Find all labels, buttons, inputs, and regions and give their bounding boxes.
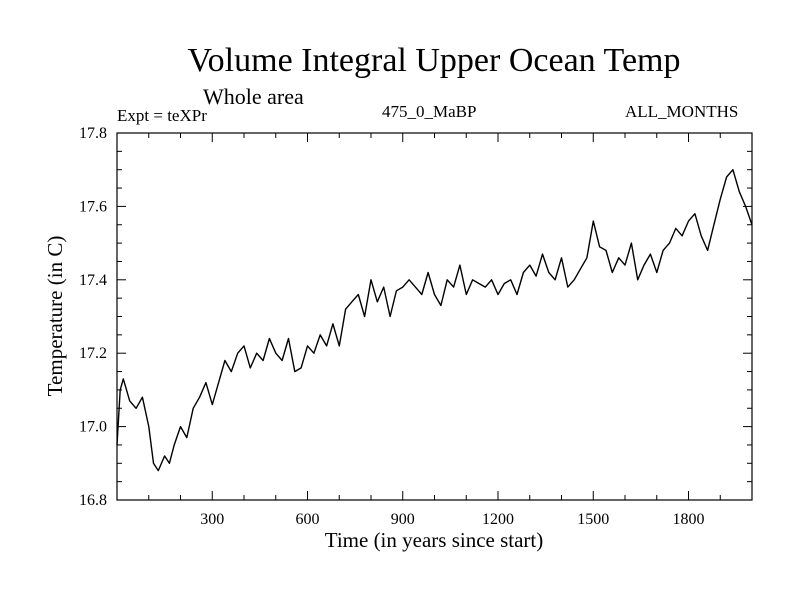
y-tick-label: 17.6 — [79, 198, 107, 215]
tick-labels: 300 600 900 1200 1500 1800 16.8 17.0 17.2 17.4 17.… — [79, 125, 705, 528]
y-tick-label: 17.2 — [79, 345, 107, 362]
x-axis-title: Time (in years since start) — [325, 528, 544, 552]
tick-marks — [117, 133, 752, 500]
series-line — [116, 169, 753, 472]
run-label: 475_0_MaBP — [382, 102, 477, 121]
chart-title: Volume Integral Upper Ocean Temp — [187, 42, 681, 79]
x-tick-label: 900 — [391, 511, 415, 528]
y-tick-label: 16.8 — [79, 492, 107, 509]
x-tick-label: 600 — [296, 511, 320, 528]
x-tick-label: 1500 — [577, 511, 609, 528]
experiment-label: Expt = teXPr — [117, 106, 207, 125]
x-tick-label: 300 — [200, 511, 224, 528]
months-label: ALL_MONTHS — [625, 102, 739, 121]
y-tick-label: 17.8 — [79, 125, 107, 142]
plot-frame — [116, 132, 753, 501]
y-axis-title: Temperature (in C) — [43, 236, 67, 397]
x-tick-label: 1200 — [482, 511, 514, 528]
y-tick-label: 17.4 — [79, 272, 107, 289]
chart-subtitle: Whole area — [203, 84, 304, 109]
y-tick-label: 17.0 — [79, 419, 107, 436]
x-tick-label: 1800 — [673, 511, 705, 528]
